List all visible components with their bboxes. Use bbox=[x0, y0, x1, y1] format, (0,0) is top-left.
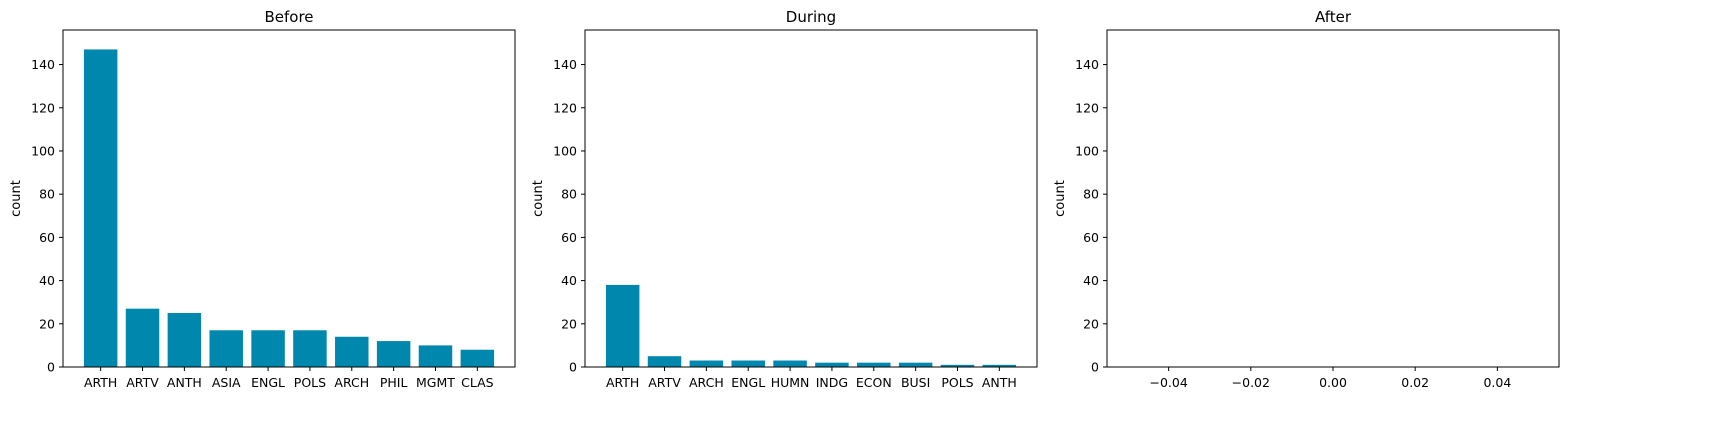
axes-frame bbox=[62, 29, 516, 368]
y-axis-label: count bbox=[531, 180, 546, 217]
bar-indg bbox=[815, 362, 849, 367]
y-tick-label: 140 bbox=[1075, 57, 1099, 72]
y-tick-label: 80 bbox=[39, 187, 55, 202]
bar-arth bbox=[605, 284, 640, 367]
bar-arth bbox=[83, 49, 118, 367]
bar-busi bbox=[898, 362, 933, 367]
y-tick-label: 120 bbox=[1075, 100, 1099, 115]
x-tick-label: 0.04 bbox=[1483, 375, 1511, 390]
x-tick-label: PHIL bbox=[380, 375, 408, 390]
x-tick-label: ARTH bbox=[84, 375, 117, 390]
y-tick-label: 40 bbox=[1083, 273, 1099, 288]
y-tick-label: 0 bbox=[569, 360, 577, 375]
chart-title: After bbox=[1315, 8, 1352, 26]
chart-title: Before bbox=[264, 8, 313, 26]
axes-frame bbox=[584, 29, 1038, 368]
chart-panel-1: Before 0 20 40 60 80 100 120 140 count ARTH ARTV ANT… bbox=[9, 8, 516, 390]
x-tick-label: POLS bbox=[294, 375, 326, 390]
x-tick-label: −0.04 bbox=[1149, 375, 1187, 390]
y-tick-label: 60 bbox=[1083, 230, 1099, 245]
y-tick-label: 40 bbox=[561, 273, 577, 288]
x-tick-label: 0.00 bbox=[1319, 375, 1347, 390]
x-tick-label: INDG bbox=[816, 375, 848, 390]
y-tick-label: 100 bbox=[1075, 143, 1099, 158]
bar-engl bbox=[731, 360, 765, 367]
y-tick-label: 20 bbox=[39, 316, 55, 331]
x-tick-label: 0.02 bbox=[1401, 375, 1429, 390]
y-tick-label: 0 bbox=[47, 360, 55, 375]
x-tick-label: HUMN bbox=[771, 375, 810, 390]
y-tick-label: 100 bbox=[553, 143, 577, 158]
bar-clas bbox=[460, 349, 495, 367]
bar-anth bbox=[167, 312, 202, 367]
x-tick-label: ARTH bbox=[606, 375, 639, 390]
y-axis-label: count bbox=[1053, 180, 1068, 217]
x-tick-label: −0.02 bbox=[1232, 375, 1270, 390]
y-tick-label: 60 bbox=[561, 230, 577, 245]
x-tick-label: ECON bbox=[856, 375, 892, 390]
x-tick-label: ARCH bbox=[689, 375, 724, 390]
bar-humn bbox=[773, 360, 807, 367]
y-tick-label: 120 bbox=[553, 100, 577, 115]
y-tick-label: 0 bbox=[1091, 360, 1099, 375]
x-tick-label: ANTH bbox=[982, 375, 1017, 390]
bar-econ bbox=[857, 362, 891, 367]
y-tick-label: 100 bbox=[31, 143, 55, 158]
y-tick-label: 40 bbox=[39, 273, 55, 288]
x-tick-label: BUSI bbox=[901, 375, 930, 390]
x-tick-label: ARTV bbox=[648, 375, 681, 390]
y-tick-label: 80 bbox=[1083, 187, 1099, 202]
bar-arch bbox=[689, 360, 724, 367]
x-tick-label: MGMT bbox=[416, 375, 455, 390]
bar-asia bbox=[209, 330, 243, 367]
x-tick-label: ENGL bbox=[731, 375, 765, 390]
x-tick-label: ASIA bbox=[212, 375, 241, 390]
axes-frame bbox=[1106, 29, 1560, 368]
x-tick-label: ANTH bbox=[167, 375, 202, 390]
y-tick-label: 80 bbox=[561, 187, 577, 202]
y-tick-label: 20 bbox=[561, 316, 577, 331]
chart-panel-3: After 0 20 40 60 80 100 120 140 count −0.04 −0.02 0.… bbox=[1053, 8, 1560, 390]
y-tick-label: 120 bbox=[31, 100, 55, 115]
x-tick-label: ARTV bbox=[126, 375, 159, 390]
chart-title: During bbox=[786, 8, 836, 26]
bar-artv bbox=[647, 356, 682, 367]
x-tick-label: ENGL bbox=[251, 375, 285, 390]
bar-pols bbox=[940, 364, 975, 367]
x-tick-label: POLS bbox=[941, 375, 973, 390]
bar-arch bbox=[335, 336, 369, 367]
bar-mgmt bbox=[418, 345, 453, 367]
x-tick-label: ARCH bbox=[334, 375, 369, 390]
y-tick-label: 20 bbox=[1083, 316, 1099, 331]
bar-anth bbox=[982, 364, 1017, 367]
chart-panel-2: During 0 20 40 60 80 100 120 140 count ARTH ARTV ARC… bbox=[531, 8, 1038, 390]
y-tick-label: 140 bbox=[31, 57, 55, 72]
bar-pols bbox=[293, 330, 327, 367]
y-tick-label: 60 bbox=[39, 230, 55, 245]
y-axis-label: count bbox=[9, 180, 24, 217]
bar-artv bbox=[125, 308, 160, 367]
x-tick-label: CLAS bbox=[461, 375, 494, 390]
y-tick-label: 140 bbox=[553, 57, 577, 72]
bar-engl bbox=[251, 330, 285, 367]
bar-phil bbox=[376, 341, 411, 367]
